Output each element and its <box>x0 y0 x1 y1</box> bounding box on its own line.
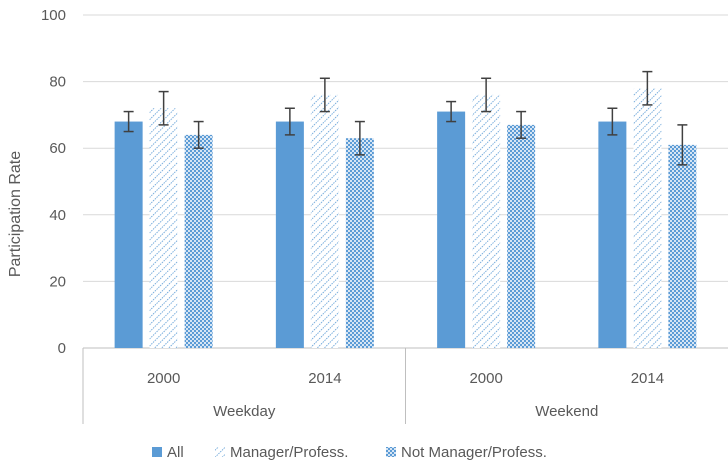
bar <box>633 88 662 348</box>
legend-item: Not Manager/Profess. <box>386 444 547 461</box>
error-bar <box>319 77 330 113</box>
legend-swatch <box>215 447 225 457</box>
x-tick-label: 2014 <box>308 370 341 387</box>
x-tick-label: 2000 <box>469 370 502 387</box>
error-bar <box>354 120 365 156</box>
bar <box>275 121 304 348</box>
bar <box>668 144 697 348</box>
y-tick-label: 100 <box>41 7 66 24</box>
group-label: Weekend <box>535 403 598 420</box>
bar <box>472 94 501 348</box>
legend-swatch <box>386 447 396 457</box>
bar <box>310 94 339 348</box>
y-tick-label: 20 <box>49 273 66 290</box>
bar <box>114 121 143 348</box>
y-tick-label: 40 <box>49 207 66 224</box>
legend-item: Manager/Profess. <box>215 444 348 461</box>
y-tick-label: 80 <box>49 74 66 91</box>
tick-labels: 0 20 40 60 80 100 2000 2014 Weekday 2000 2014 Weeke… <box>41 7 664 420</box>
group-label: Weekday <box>213 403 276 420</box>
legend-swatch <box>152 447 162 457</box>
legend-label: Manager/Profess. <box>230 444 348 461</box>
error-bar <box>642 70 653 106</box>
y-tick-label: 60 <box>49 140 66 157</box>
error-bar <box>193 120 204 149</box>
legend-label: Not Manager/Profess. <box>401 444 547 461</box>
bar <box>598 121 627 348</box>
gridlines <box>83 14 728 349</box>
error-bar <box>158 90 169 126</box>
error-bar <box>516 110 527 139</box>
error-bar <box>481 77 492 113</box>
error-bar <box>446 100 457 123</box>
bar <box>149 108 178 349</box>
legend-label: All <box>167 444 184 461</box>
legend-item: All <box>152 444 184 461</box>
bar <box>437 111 466 348</box>
error-bar <box>677 124 688 166</box>
bars <box>114 88 697 349</box>
error-bar <box>123 110 134 133</box>
y-tick-label: 0 <box>58 340 66 357</box>
error-bar <box>607 107 618 136</box>
error-bars <box>123 70 688 166</box>
error-bar <box>284 107 295 136</box>
legend: All Manager/Profess. Not Manager/Profess. <box>152 444 547 461</box>
bar <box>507 124 536 348</box>
bar <box>345 138 374 348</box>
x-tick-label: 2000 <box>147 370 180 387</box>
x-tick-label: 2014 <box>631 370 664 387</box>
y-axis-label: Participation Rate <box>7 151 24 277</box>
bar <box>184 134 213 348</box>
